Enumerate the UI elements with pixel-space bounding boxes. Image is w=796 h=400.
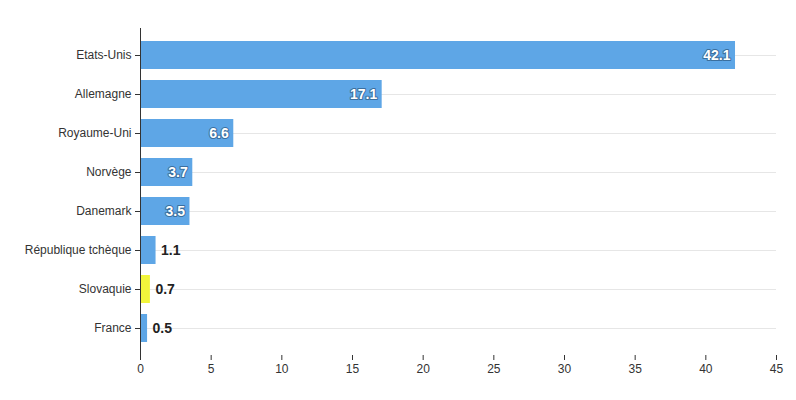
svg-text:0.7: 0.7 [155, 281, 175, 297]
svg-text:0: 0 [137, 362, 144, 376]
svg-text:20: 20 [416, 362, 430, 376]
svg-text:15: 15 [346, 362, 360, 376]
svg-text:35: 35 [628, 362, 642, 376]
svg-text:Norvège: Norvège [86, 165, 132, 179]
svg-text:5: 5 [208, 362, 215, 376]
svg-text:10: 10 [275, 362, 289, 376]
svg-text:3.7: 3.7 [168, 164, 188, 180]
svg-text:6.6: 6.6 [209, 125, 229, 141]
svg-text:30: 30 [558, 362, 572, 376]
svg-text:42.1: 42.1 [703, 47, 730, 63]
svg-text:Danemark: Danemark [76, 204, 132, 218]
svg-text:25: 25 [487, 362, 501, 376]
svg-text:Allemagne: Allemagne [75, 87, 132, 101]
svg-text:République tchèque: République tchèque [25, 243, 132, 257]
svg-text:1.1: 1.1 [161, 242, 181, 258]
svg-text:3.5: 3.5 [165, 203, 185, 219]
svg-text:45: 45 [770, 362, 784, 376]
svg-text:17.1: 17.1 [350, 86, 377, 102]
svg-text:Royaume-Uni: Royaume-Uni [58, 126, 131, 140]
svg-text:France: France [94, 321, 132, 335]
svg-text:0.5: 0.5 [153, 320, 173, 336]
svg-text:40: 40 [699, 362, 713, 376]
svg-text:Etats-Unis: Etats-Unis [76, 48, 131, 62]
svg-text:Slovaquie: Slovaquie [79, 282, 132, 296]
